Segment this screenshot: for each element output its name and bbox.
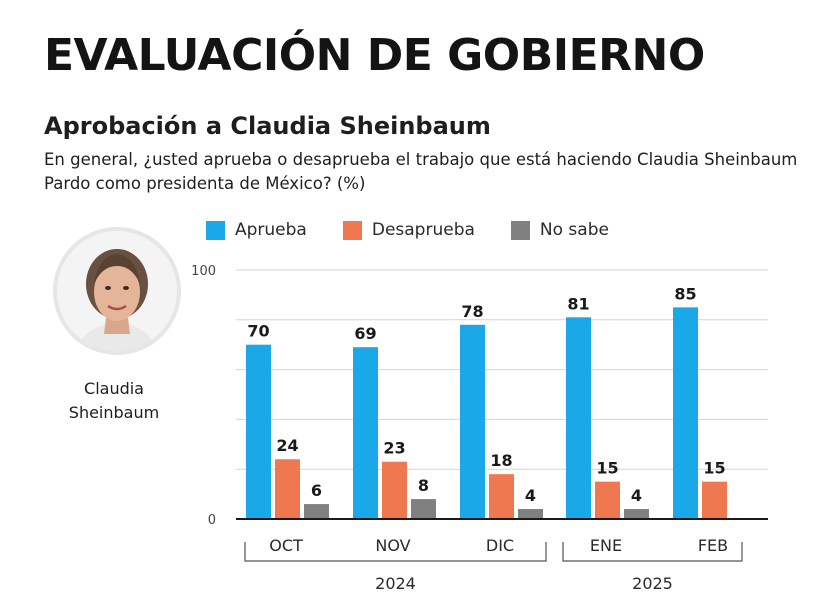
data-label: 78: [461, 302, 483, 321]
bar: [411, 499, 436, 519]
legend-label-desaprueba: Desaprueba: [371, 220, 475, 240]
bar: [353, 347, 378, 519]
bar: [489, 474, 514, 519]
data-label: 69: [354, 324, 376, 343]
x-tick-label: ENE: [590, 536, 622, 555]
y-tick-label: 100: [191, 264, 216, 279]
avatar-mouth: [107, 304, 127, 311]
legend-item-aprueba: Aprueba: [206, 220, 307, 240]
data-label: 4: [631, 486, 642, 505]
avatar-neck: [104, 318, 130, 334]
avatar-eye-right: [123, 286, 129, 290]
bar: [624, 509, 649, 519]
x-tick-label: DIC: [486, 536, 514, 555]
bar: [566, 317, 591, 519]
chart-subtitle: Aprobación a Claudia Sheinbaum: [44, 112, 491, 140]
data-label: 18: [490, 451, 512, 470]
avatar-face: [94, 263, 140, 321]
y-tick-label: 0: [208, 513, 216, 528]
data-label: 15: [596, 459, 618, 478]
x-tick-label: FEB: [698, 536, 728, 555]
bar: [595, 481, 620, 519]
data-label: 85: [674, 284, 696, 303]
year-bracket: [562, 542, 743, 562]
avatar-eye-left: [105, 286, 111, 290]
bar: [275, 459, 300, 519]
page-title: EVALUACIÓN DE GOBIERNO: [44, 30, 705, 81]
legend-swatch-desaprueba: [342, 220, 362, 240]
data-label: 23: [383, 439, 405, 458]
x-tick-label: NOV: [375, 536, 410, 555]
data-label: 6: [311, 481, 322, 500]
bar: [304, 504, 329, 519]
year-label: 2025: [632, 574, 673, 593]
person-name-last: Sheinbaum: [68, 403, 160, 422]
legend-label-no-sabe: No sabe: [539, 220, 609, 240]
bar: [702, 481, 727, 519]
legend-item-no-sabe: No sabe: [510, 220, 609, 240]
data-label: 8: [418, 476, 429, 495]
survey-question: En general, ¿usted aprueba o desaprueba …: [44, 150, 798, 193]
data-label: 24: [276, 436, 298, 455]
bar: [673, 307, 698, 519]
data-label: 15: [703, 459, 725, 478]
legend-swatch-no-sabe: [510, 220, 530, 240]
legend-item-desaprueba: Desaprueba: [342, 220, 475, 240]
data-label: 4: [525, 486, 536, 505]
legend-swatch-aprueba: [206, 220, 225, 240]
data-label: 70: [247, 322, 269, 341]
chart-legend: Aprueba Desaprueba No sabe: [206, 218, 645, 242]
year-bracket: [244, 542, 547, 562]
avatar-hair-top: [94, 254, 140, 284]
person-name-first: Claudia: [84, 379, 144, 398]
data-label: 81: [567, 294, 589, 313]
person-name: Claudia Sheinbaum: [44, 377, 184, 425]
year-label: 2024: [375, 574, 416, 593]
bar: [246, 344, 271, 519]
x-tick-label: OCT: [269, 536, 303, 555]
legend-label-aprueba: Aprueba: [235, 220, 307, 240]
bar: [382, 461, 407, 519]
avatar: [53, 227, 181, 355]
bar: [460, 324, 485, 519]
bar: [518, 509, 543, 519]
